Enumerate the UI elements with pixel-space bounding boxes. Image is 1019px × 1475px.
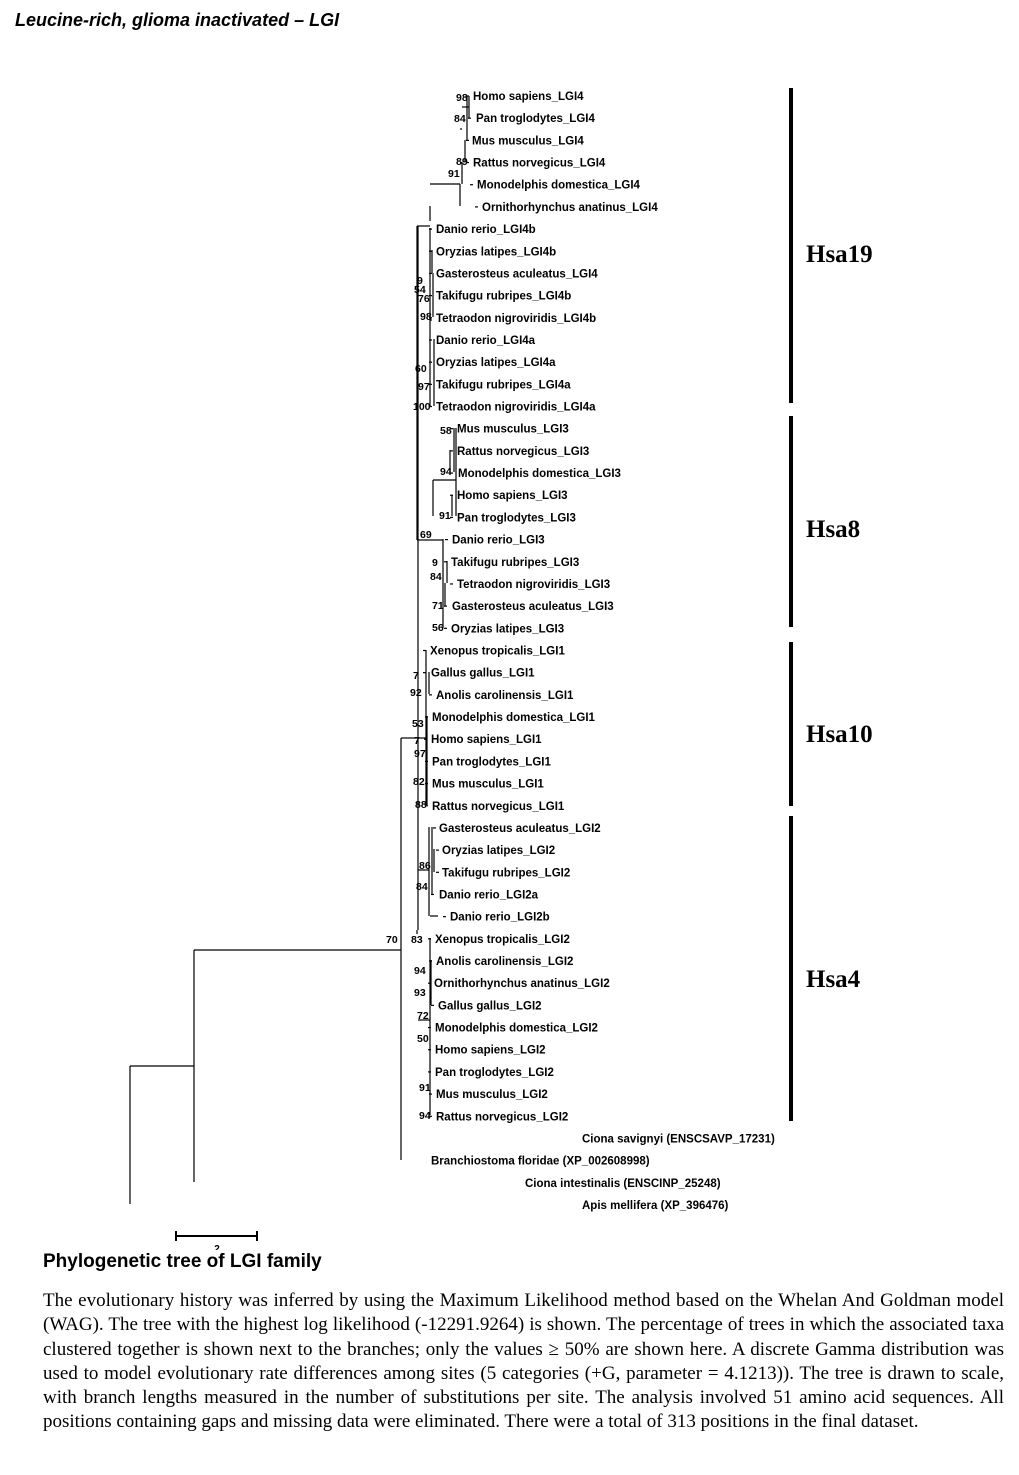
bootstrap-value: 71 [432,600,444,612]
leaf-label: Danio rerio_LGI4a [436,335,536,347]
bootstrap-value: 72 [417,1010,429,1022]
bootstrap-value: 93 [414,987,426,999]
leaf-label: Homo sapiens_LGI3 [457,490,568,502]
bootstrap-value: 98 [420,311,432,323]
bootstrap-value: 91 [439,510,451,522]
bootstrap-value: 58 [440,425,452,437]
scale-bar-label: 2 [214,1244,220,1250]
leaf-label: Gallus gallus_LGI1 [431,668,535,680]
leaf-label: Oryzias latipes_LGI4a [436,357,556,369]
bootstrap-value: 76 [418,293,430,305]
bootstrap-value: 84 [416,881,428,893]
leaf-label: Takifugu rubripes_LGI4b [436,291,571,303]
leaf-label: Ciona savignyi (ENSCSAVP_17231) [582,1133,775,1145]
leaf-label: Oryzias latipes_LGI3 [451,623,564,635]
bootstrap-value: 84 [430,571,442,583]
leaf-label: Monodelphis domestica_LGI4 [477,180,641,192]
leaf-label: Rattus norvegicus_LGI4 [473,158,606,170]
leaf-label: Takifugu rubripes_LGI2 [442,867,570,879]
bootstrap-value: 97 [414,748,426,760]
leaf-label: Danio rerio_LGI2a [439,889,539,901]
bootstrap-value: 91 [448,168,460,180]
leaf-label: Homo sapiens_LGI4 [473,91,584,103]
bootstrap-value: 92 [410,687,422,699]
leaf-label: Danio rerio_LGI2b [450,912,550,924]
bootstrap-value: 91 [419,1082,431,1094]
leaf-label: Gasterosteus aculeatus_LGI2 [439,823,601,835]
bootstrap-value: 89 [456,156,468,168]
leaf-label: Oryzias latipes_LGI2 [442,845,555,857]
leaf-label: Ciona intestinalis (ENSCINP_25248) [525,1178,721,1190]
phylogenetic-tree: Homo sapiens_LGI4 Pan troglodytes_LGI4 Mus… [129,88,873,1250]
bootstrap-value: 54 [414,284,426,296]
leaf-label: Takifugu rubripes_LGI4a [436,379,571,391]
leaf-label: Ornithorhynchus anatinus_LGI2 [434,978,610,990]
leaf-label: Gasterosteus aculeatus_LGI3 [452,601,614,613]
leaf-label: Pan troglodytes_LGI3 [457,512,576,524]
bootstrap-value: 86 [419,860,431,872]
bootstrap-value: 88 [415,799,427,811]
bootstrap-value: 9 [432,557,438,569]
bootstrap-value: 9 [417,275,423,287]
leaf-label: Mus musculus_LGI1 [432,779,544,791]
leaf-label: Mus musculus_LGI3 [457,424,569,436]
leaf-label: Homo sapiens_LGI2 [435,1045,546,1057]
bootstrap-value: 98 [456,92,468,104]
leaf-label: Mus musculus_LGI4 [472,135,584,147]
leaf-label: Takifugu rubripes_LGI3 [451,557,579,569]
bootstrap-value: 50 [417,1033,429,1045]
figure-caption-title: Phylogenetic tree of LGI family [43,1251,322,1272]
leaf-label: Danio rerio_LGI3 [452,535,545,547]
leaf-label: Pan troglodytes_LGI4 [476,113,595,125]
bootstrap-value: 60 [415,363,427,375]
page-title: Leucine-rich, glioma inactivated – LGI [15,10,340,30]
leaf-label: Branchiostoma floridae (XP_002608998) [431,1156,650,1168]
bootstrap-value: 100 [413,401,431,413]
bootstrap-value: 94 [440,466,452,478]
leaf-label: Mus musculus_LGI2 [436,1089,548,1101]
bootstrap-value: 56 [432,622,444,634]
leaf-label: Tetraodon nigroviridis_LGI4a [436,402,596,414]
leaf-label: Pan troglodytes_LGI2 [435,1067,554,1079]
bootstrap-value: 83 [411,934,423,946]
leaf-label: Rattus norvegicus_LGI1 [432,801,565,813]
bootstrap-value: 82 [413,776,425,788]
bootstrap-value: 94 [414,965,426,977]
leaf-label: Ornithorhynchus anatinus_LGI4 [482,202,658,214]
leaf-label: Gasterosteus aculeatus_LGI4 [436,268,598,280]
leaf-label: Rattus norvegicus_LGI2 [436,1111,568,1123]
leaf-label: Oryzias latipes_LGI4b [436,246,556,258]
leaf-label: Gallus gallus_LGI2 [438,1000,542,1012]
figure-caption-text: The evolutionary history was inferred by… [43,1290,1004,1433]
leaf-label: Homo sapiens_LGI1 [431,734,542,746]
bootstrap-value: 7 [413,670,419,682]
bootstrap-value: 97 [418,381,430,393]
bootstrap-value: 69 [420,529,432,541]
group-label: Hsa10 [806,721,873,748]
leaf-label: Danio rerio_LGI4b [436,224,536,236]
bootstrap-value: 70 [386,934,398,946]
bootstrap-value: 84 [454,113,466,125]
leaf-label: Rattus norvegicus_LGI3 [457,446,589,458]
leaf-label: Anolis carolinensis_LGI2 [436,956,573,968]
bootstrap-value: 7 [414,735,420,747]
group-label: Hsa4 [806,966,861,993]
group-label: Hsa8 [806,516,860,543]
leaf-label: Xenopus tropicalis_LGI1 [430,646,565,658]
group-label: Hsa19 [806,241,873,268]
leaf-label: Monodelphis domestica_LGI3 [458,468,621,480]
leaf-label: Tetraodon nigroviridis_LGI3 [457,579,610,591]
leaf-label: Monodelphis domestica_LGI2 [435,1023,598,1035]
leaf-label: Tetraodon nigroviridis_LGI4b [436,313,596,325]
bootstrap-value: 53 [412,718,424,730]
bootstrap-value: 94 [419,1110,431,1122]
leaf-label: Apis mellifera (XP_396476) [582,1200,729,1212]
leaf-label: Xenopus tropicalis_LGI2 [435,934,570,946]
leaf-label: Monodelphis domestica_LGI1 [432,712,596,724]
leaf-label: Pan troglodytes_LGI1 [432,756,551,768]
leaf-label: Anolis carolinensis_LGI1 [436,690,574,702]
